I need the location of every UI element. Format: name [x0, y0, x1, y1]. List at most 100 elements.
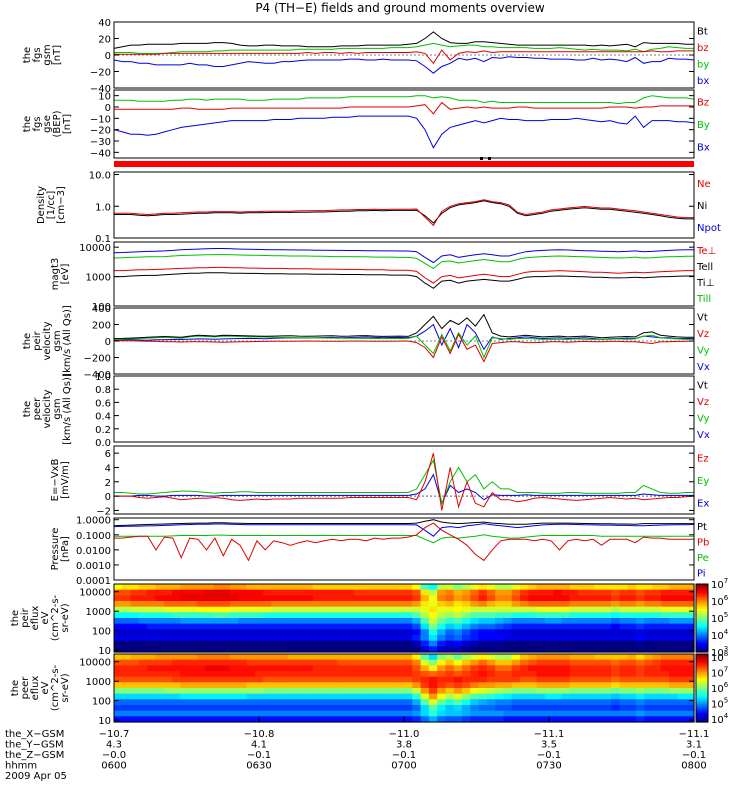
heatmap-cell: [246, 584, 256, 591]
colorbar-segment: [696, 599, 708, 603]
heatmap-cell: [304, 654, 314, 661]
heatmap-cell: [362, 606, 372, 613]
heatmap-cell: [130, 682, 140, 689]
legend-entry: By: [697, 120, 710, 131]
heatmap-cell: [445, 584, 455, 591]
heatmap-cell: [636, 693, 645, 700]
heatmap-cell: [636, 705, 645, 712]
heatmap-cell: [553, 646, 563, 653]
colorbar-segment: [696, 636, 708, 639]
heatmap-cell: [196, 682, 206, 689]
heatmap-cell: [346, 595, 355, 602]
heatmap-cell: [362, 665, 372, 672]
heatmap-cell: [428, 682, 438, 689]
heatmap-cell: [644, 629, 654, 636]
colorbar-segment: [696, 692, 708, 696]
y-tick-label: 0.0100: [76, 546, 111, 557]
heatmap-cell: [520, 606, 529, 613]
heatmap-cell: [602, 606, 612, 613]
heatmap-cell: [636, 584, 645, 591]
heatmap-cell: [437, 710, 447, 717]
heatmap-cell: [420, 618, 430, 625]
heatmap-cell: [619, 623, 629, 630]
heatmap-cell: [263, 640, 273, 647]
y-axis-label: gsm: [52, 330, 63, 351]
x-tick-label: 3.8: [396, 740, 412, 751]
heatmap-cell: [495, 699, 505, 706]
heatmap-cell: [412, 584, 422, 591]
heatmap-cell: [329, 705, 339, 712]
heatmap-cell: [677, 601, 687, 608]
series-line-Ni: [114, 200, 694, 224]
heatmap-cell: [536, 601, 546, 608]
heatmap-cell: [196, 623, 206, 630]
heatmap-cell: [205, 676, 215, 683]
heatmap-cell: [462, 705, 471, 712]
y-axis-label: the: [10, 610, 21, 626]
heatmap-cell: [553, 589, 563, 596]
heatmap-cell: [677, 693, 687, 700]
heatmap-cell: [114, 710, 123, 717]
heatmap-cell: [205, 646, 215, 653]
heatmap-cell: [279, 595, 289, 602]
heatmap-cell: [354, 606, 364, 613]
heatmap-cell: [660, 635, 670, 642]
series-line-by: [114, 42, 694, 54]
heatmap-cell: [602, 635, 612, 642]
heatmap-cell: [387, 699, 397, 706]
heatmap-cell: [180, 676, 190, 683]
heatmap-cell: [636, 640, 645, 647]
heatmap-cell: [486, 710, 496, 717]
heatmap-cell: [288, 665, 297, 672]
heatmap-cell: [138, 640, 148, 647]
heatmap-cell: [114, 665, 123, 672]
heatmap-cell: [553, 665, 563, 672]
heatmap-cell: [263, 635, 273, 642]
heatmap-cell: [594, 606, 604, 613]
heatmap-cell: [611, 671, 621, 678]
heatmap-cell: [544, 688, 554, 695]
heatmap-cell: [387, 623, 397, 630]
heatmap-cell: [304, 629, 314, 636]
heatmap-cell: [428, 654, 438, 661]
heatmap-cell: [130, 659, 140, 666]
heatmap-cell: [511, 716, 521, 723]
heatmap-cell: [370, 676, 380, 683]
heatmap-cell: [246, 699, 256, 706]
heatmap-cell: [644, 688, 654, 695]
heatmap-cell: [611, 623, 621, 630]
heatmap-cell: [412, 665, 422, 672]
heatmap-cell: [370, 688, 380, 695]
heatmap-cell: [205, 710, 215, 717]
heatmap-cell: [370, 671, 380, 678]
heatmap-cell: [528, 716, 538, 723]
heatmap-cell: [561, 699, 571, 706]
heatmap-cell: [511, 710, 521, 717]
heatmap-cell: [188, 646, 198, 653]
heatmap-cell: [304, 699, 314, 706]
heatmap-cell: [329, 665, 339, 672]
y-axis-label: eflux: [30, 676, 41, 701]
heatmap-cell: [404, 584, 413, 591]
heatmap-cell: [619, 688, 629, 695]
heatmap-cell: [486, 629, 496, 636]
heatmap-cell: [346, 671, 355, 678]
heatmap-cell: [495, 606, 505, 613]
heatmap-cell: [230, 623, 239, 630]
heatmap-cell: [569, 699, 579, 706]
heatmap-cell: [619, 671, 629, 678]
heatmap-cell: [238, 640, 248, 647]
heatmap-cell: [122, 629, 132, 636]
heatmap-cell: [387, 601, 397, 608]
heatmap-cell: [288, 693, 297, 700]
colorbar-tick-label: 107: [711, 666, 728, 680]
heatmap-cell: [495, 618, 505, 625]
heatmap-cell: [569, 705, 579, 712]
heatmap-cell: [321, 584, 331, 591]
heatmap-cell: [155, 640, 165, 647]
heatmap-cell: [329, 589, 339, 596]
series-line-Vz: [113, 333, 695, 363]
heatmap-cell: [478, 682, 488, 689]
heatmap-cell: [677, 612, 687, 619]
heatmap-cell: [271, 705, 281, 712]
